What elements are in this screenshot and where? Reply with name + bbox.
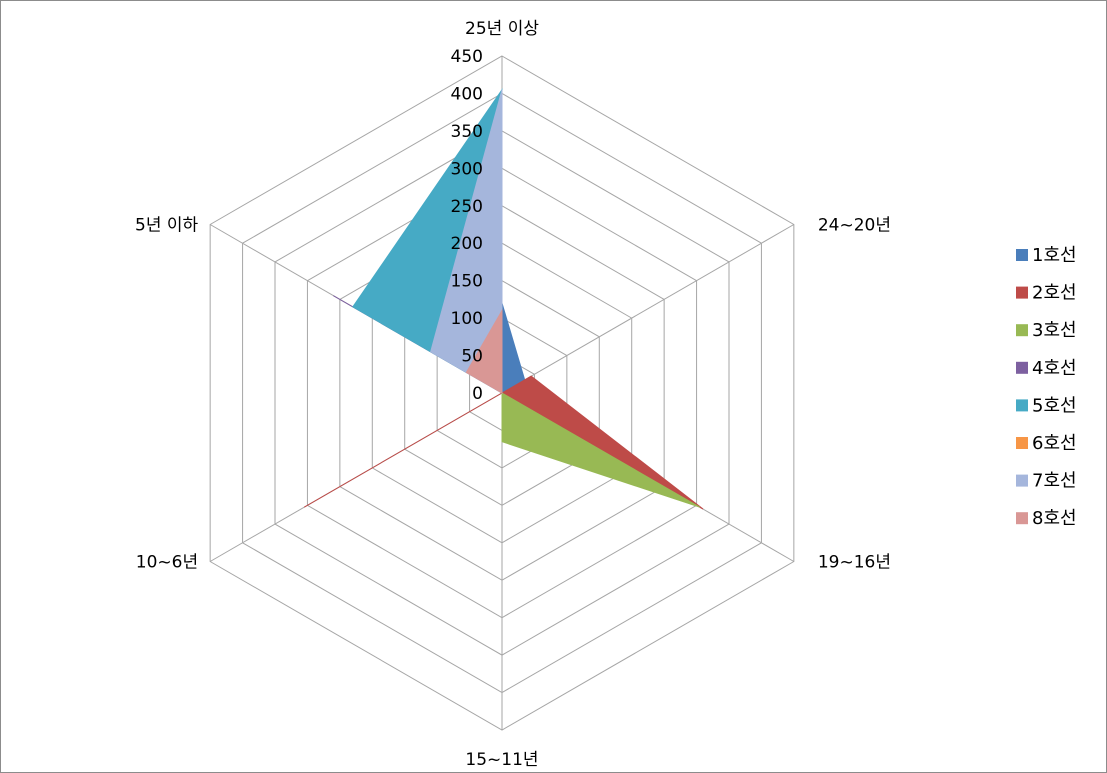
tick-label: 150 [451,272,483,292]
legend-label: 8호선 [1032,508,1077,529]
legend-swatch [1016,249,1028,261]
series-area-1 [501,302,526,394]
series-area-8 [465,308,503,394]
tick-label: 450 [451,47,483,67]
legend-swatch [1016,399,1028,412]
tick-label: 200 [451,234,483,254]
category-label: 5년 이하 [135,216,198,236]
legend-label: 3호선 [1032,320,1077,341]
tick-label: 50 [461,347,483,367]
category-labels: 25년 이상 24~20년 19~16년 15~11년 10~6년 5년 이하 [135,19,891,770]
tick-label: 100 [451,309,483,329]
category-label: 24~20년 [818,216,891,236]
tick-label: 400 [451,84,483,104]
category-label: 19~16년 [818,553,891,573]
legend-label: 1호선 [1032,245,1077,266]
legend-swatch [1016,286,1028,299]
legend-swatch [1016,361,1028,374]
tick-label: 250 [451,197,483,217]
tick-label: 0 [472,384,483,404]
legend-label: 5호선 [1032,395,1077,416]
series-area-3 [501,392,701,508]
legend-swatch [1016,324,1028,337]
legend-label: 4호선 [1032,358,1077,379]
axis-spoke [501,224,795,394]
category-label: 15~11년 [465,750,538,770]
tick-label: 350 [451,122,483,142]
legend-swatch [1016,437,1028,449]
radial-axis-ticks: 0 50 100 150 200 250 300 350 400 450 [451,47,483,404]
legend-swatch [1016,512,1028,525]
legend-label: 6호선 [1032,433,1077,454]
legend-label: 7호선 [1032,471,1077,492]
category-label: 25년 이상 [465,19,539,39]
legend: 1호선 2호선 3호선 4호선 5호선 6호선 7호선 8호선 [1016,245,1077,529]
category-label: 10~6년 [136,553,198,573]
legend-label: 2호선 [1032,283,1077,304]
legend-swatch [1016,474,1028,487]
tick-label: 300 [451,159,483,179]
radar-series [303,88,704,510]
